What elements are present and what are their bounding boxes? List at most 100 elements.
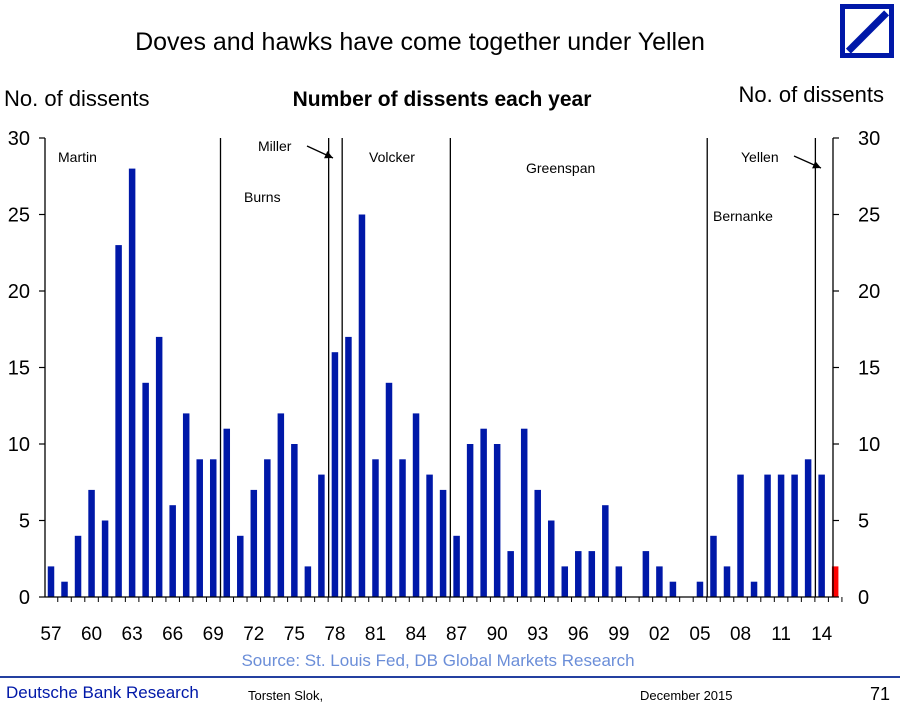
- page-title: Doves and hawks have come together under…: [135, 28, 705, 56]
- bar-1990: [493, 444, 501, 597]
- bar-1966: [169, 505, 176, 597]
- miller-arrow-icon-head: [324, 151, 333, 159]
- y-tick-label-left: 10: [8, 434, 30, 456]
- bar-1987: [453, 535, 460, 597]
- bar-1958: [61, 581, 68, 597]
- bar-1981: [372, 459, 379, 597]
- y-tick-label-left: 30: [8, 128, 30, 150]
- y-tick-label-right: 30: [858, 128, 880, 150]
- bar-2003: [669, 581, 677, 597]
- bar-1957: [47, 566, 55, 597]
- bar-1983: [399, 459, 406, 597]
- bar-1997: [588, 551, 596, 597]
- y-tick-label-right: 15: [858, 358, 880, 380]
- x-tick-label: 75: [284, 624, 305, 645]
- era-label-yellen: Yellen: [741, 149, 779, 165]
- source-note: Source: St. Louis Fed, DB Global Markets…: [241, 651, 635, 670]
- bar-1974: [277, 413, 285, 597]
- y-tick-label-left: 5: [19, 511, 30, 533]
- bar-2013: [804, 459, 812, 597]
- bar-1982: [385, 382, 393, 597]
- y-tick-label-left: 15: [8, 358, 30, 380]
- x-tick-label: 87: [446, 624, 467, 645]
- x-tick-label: 05: [689, 624, 710, 645]
- era-label-miller: Miller: [258, 138, 292, 154]
- x-tick-label: 72: [243, 624, 264, 645]
- x-tick-label: 84: [405, 624, 427, 645]
- bar-1999: [615, 566, 623, 597]
- bar-1969: [209, 459, 217, 597]
- bar-1989: [480, 428, 487, 597]
- footer-divider: [0, 676, 900, 678]
- bar-1985: [426, 474, 433, 597]
- chart-title: Number of dissents each year: [292, 88, 592, 111]
- bar-1980: [358, 214, 366, 597]
- bar-2012: [791, 474, 798, 597]
- y-tick-label-left: 0: [19, 587, 30, 609]
- era-label-burns: Burns: [244, 189, 281, 205]
- bar-2002: [656, 566, 663, 597]
- bar-1963: [128, 168, 136, 597]
- x-tick-label: 14: [811, 624, 833, 645]
- y-axis-label-right: No. of dissents: [738, 82, 884, 107]
- y-tick-label-right: 0: [858, 587, 869, 609]
- bar-1973: [264, 459, 271, 597]
- bar-2015: [831, 566, 839, 597]
- bar-1975: [291, 444, 298, 597]
- bar-1961: [101, 520, 109, 597]
- bar-1968: [196, 459, 203, 597]
- x-tick-label: 60: [81, 624, 102, 645]
- x-tick-label: 08: [730, 624, 751, 645]
- deutsche-bank-logo-icon: [840, 4, 894, 58]
- bar-1960: [88, 489, 95, 597]
- bar-2006: [710, 535, 717, 597]
- x-tick-label: 93: [527, 624, 548, 645]
- y-tick-label-left: 25: [8, 205, 30, 227]
- x-tick-label: 78: [324, 624, 345, 645]
- y-tick-label-right: 5: [858, 511, 869, 533]
- bar-2005: [696, 581, 704, 597]
- era-label-volcker: Volcker: [369, 149, 415, 165]
- bar-2007: [723, 566, 731, 597]
- bar-1977: [318, 474, 325, 597]
- bar-1962: [115, 245, 122, 597]
- x-tick-label: 66: [162, 624, 183, 645]
- bar-2009: [750, 581, 758, 597]
- bar-1970: [223, 428, 231, 597]
- bar-1978: [331, 352, 339, 597]
- era-label-martin: Martin: [58, 149, 97, 165]
- bar-1996: [575, 551, 582, 597]
- bar-1959: [74, 535, 82, 597]
- bar-1993: [534, 489, 541, 597]
- footer-date: December 2015: [640, 688, 733, 703]
- yellen-arrow-icon-head: [812, 161, 821, 169]
- x-tick-label: 81: [365, 624, 386, 645]
- x-tick-label: 11: [771, 624, 791, 645]
- bar-1991: [507, 551, 514, 597]
- y-tick-label-right: 10: [858, 434, 880, 456]
- bar-1971: [237, 535, 244, 597]
- footer-author: Torsten Slok,: [248, 688, 324, 703]
- x-tick-label: 63: [122, 624, 143, 645]
- era-label-greenspan: Greenspan: [526, 160, 595, 176]
- bar-2001: [642, 551, 650, 597]
- y-axis-label-left: No. of dissents: [4, 86, 150, 111]
- x-tick-label: 90: [487, 624, 508, 645]
- bar-1964: [142, 382, 149, 597]
- bar-1972: [250, 489, 258, 597]
- x-tick-label: 02: [649, 624, 670, 645]
- bar-1994: [547, 520, 555, 597]
- bar-1986: [439, 489, 447, 597]
- bar-1995: [561, 566, 569, 597]
- y-tick-label-left: 20: [8, 281, 30, 303]
- x-tick-label: 57: [40, 624, 61, 645]
- footer-brand: Deutsche Bank Research: [6, 683, 199, 702]
- bar-1998: [602, 505, 609, 597]
- bar-1965: [155, 336, 163, 597]
- bar-2008: [737, 474, 744, 597]
- era-label-bernanke: Bernanke: [713, 208, 773, 224]
- bar-1967: [182, 413, 190, 597]
- bar-1976: [304, 566, 312, 597]
- bar-1979: [345, 336, 352, 597]
